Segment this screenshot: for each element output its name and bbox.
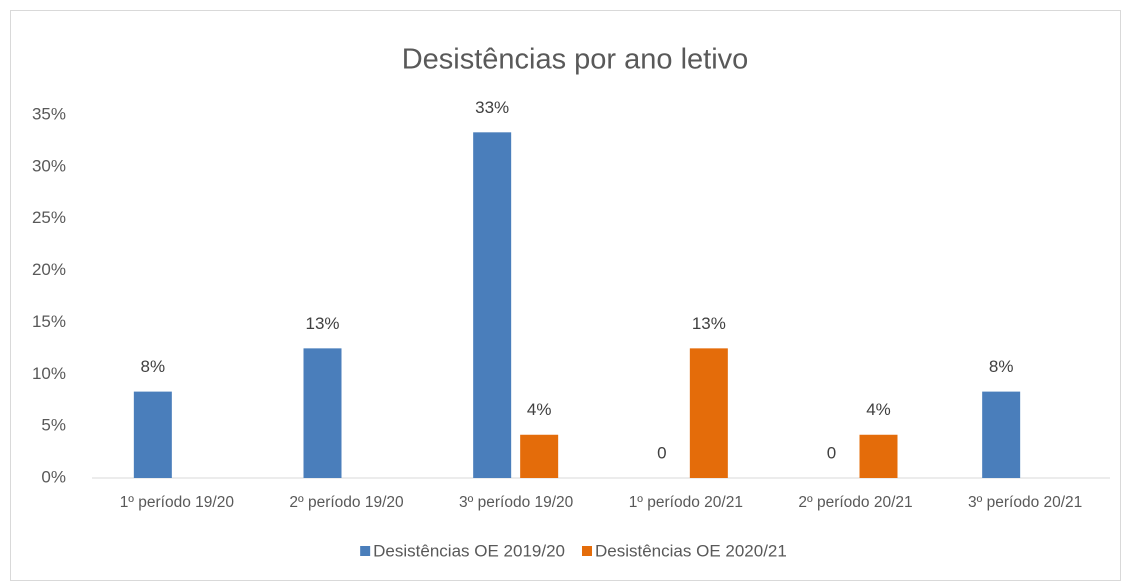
data-label: 4%: [527, 400, 552, 419]
x-tick-label: 3º período 19/20: [459, 494, 574, 511]
data-label: 33%: [475, 98, 509, 117]
data-label: 4%: [866, 400, 891, 419]
x-tick-label: 2º período 19/20: [289, 494, 404, 511]
legend-swatch: [582, 546, 592, 556]
y-tick-label: 10%: [32, 364, 66, 383]
x-tick-label: 1º período 19/20: [120, 494, 235, 511]
y-tick-label: 15%: [32, 312, 66, 331]
legend-label: Desistências OE 2019/20: [373, 541, 565, 560]
data-label: 0: [827, 443, 836, 462]
chart-frame: [10, 10, 1121, 581]
bar: [520, 434, 559, 478]
data-label: 0: [657, 443, 666, 462]
data-label: 8%: [989, 357, 1014, 376]
bar: [689, 348, 728, 478]
y-tick-label: 20%: [32, 260, 66, 279]
data-label: 8%: [141, 357, 166, 376]
data-label: 13%: [305, 314, 339, 333]
y-tick-label: 25%: [32, 208, 66, 227]
legend-label: Desistências OE 2020/21: [595, 541, 787, 560]
x-tick-label: 2º período 20/21: [798, 494, 912, 511]
bar: [473, 132, 512, 478]
x-tick-label: 1º período 20/21: [629, 494, 743, 511]
bar: [133, 391, 172, 478]
x-tick-label: 3º período 20/21: [968, 494, 1082, 511]
data-label: 13%: [692, 314, 726, 333]
chart-title: Desistências por ano letivo: [402, 44, 749, 76]
legend-swatch: [360, 546, 371, 556]
y-tick-label: 0%: [41, 467, 66, 486]
bar: [982, 391, 1021, 478]
y-tick-label: 35%: [32, 104, 66, 123]
y-tick-label: 30%: [32, 156, 66, 175]
bar: [859, 434, 898, 478]
bar: [303, 348, 342, 478]
y-tick-label: 5%: [41, 416, 66, 435]
